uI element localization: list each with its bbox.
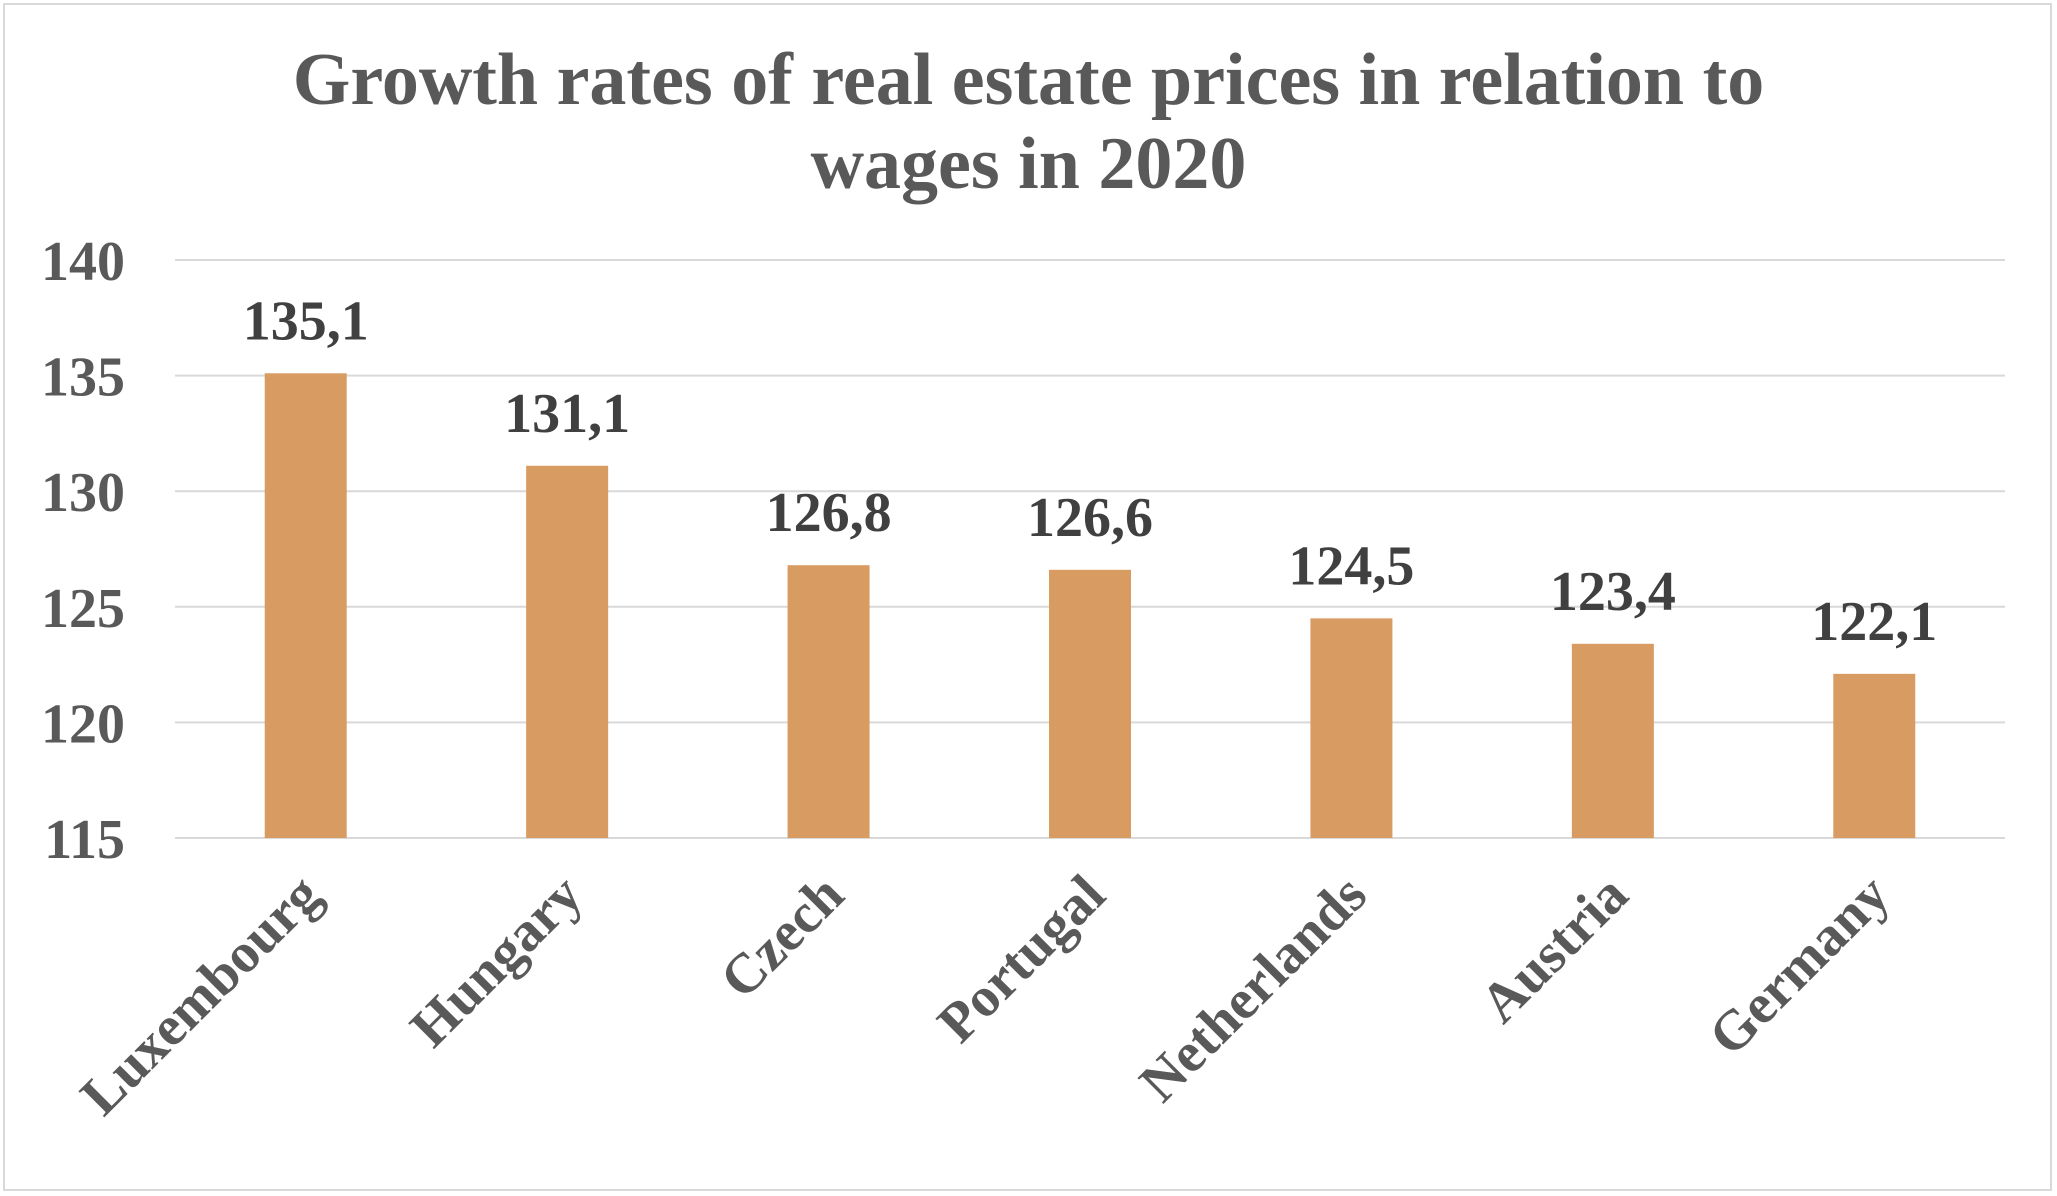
data-labels: 135,1 131,1 126,8 126,6 124,5 123,4 122,1 xyxy=(243,290,1938,653)
y-tick-label: 135 xyxy=(41,347,125,409)
bar-hungary xyxy=(526,465,609,838)
bar-portugal xyxy=(1049,569,1131,838)
y-tick-label: 115 xyxy=(44,809,125,871)
x-category-label: Czech xyxy=(709,863,856,1010)
y-tick-label: 140 xyxy=(41,231,125,293)
bar-germany xyxy=(1833,673,1916,838)
x-category-label: Austria xyxy=(1469,863,1640,1034)
x-category-label: Portugal xyxy=(926,863,1117,1054)
x-category-label: Hungary xyxy=(399,863,595,1059)
data-label: 131,1 xyxy=(504,383,630,445)
y-axis-ticks: 115 120 125 130 135 140 xyxy=(41,231,125,871)
data-label: 122,1 xyxy=(1811,591,1937,653)
data-label: 126,8 xyxy=(766,482,892,544)
x-category-label: Netherlands xyxy=(1128,863,1379,1114)
y-tick-label: 125 xyxy=(41,578,125,640)
chart-title: Growth rates of real estate prices in re… xyxy=(0,38,2057,206)
data-label: 135,1 xyxy=(243,290,369,352)
data-label: 126,6 xyxy=(1027,487,1153,549)
y-tick-label: 130 xyxy=(41,462,125,524)
data-label: 124,5 xyxy=(1288,535,1414,597)
x-axis-categories: Luxembourg Hungary Czech Portugal Netherland… xyxy=(69,863,1901,1127)
bar-austria xyxy=(1571,643,1654,838)
y-tick-label: 120 xyxy=(41,693,125,755)
chart-title-line-2: wages in 2020 xyxy=(810,123,1247,205)
data-label: 123,4 xyxy=(1550,561,1676,623)
x-category-label: Luxembourg xyxy=(69,863,333,1127)
bars xyxy=(264,373,1916,838)
bar-czech xyxy=(787,565,870,838)
bar-netherlands xyxy=(1310,618,1393,838)
bar-luxembourg xyxy=(264,373,347,838)
chart-title-line-1: Growth rates of real estate prices in re… xyxy=(292,39,1765,121)
x-category-label: Germany xyxy=(1697,863,1901,1067)
